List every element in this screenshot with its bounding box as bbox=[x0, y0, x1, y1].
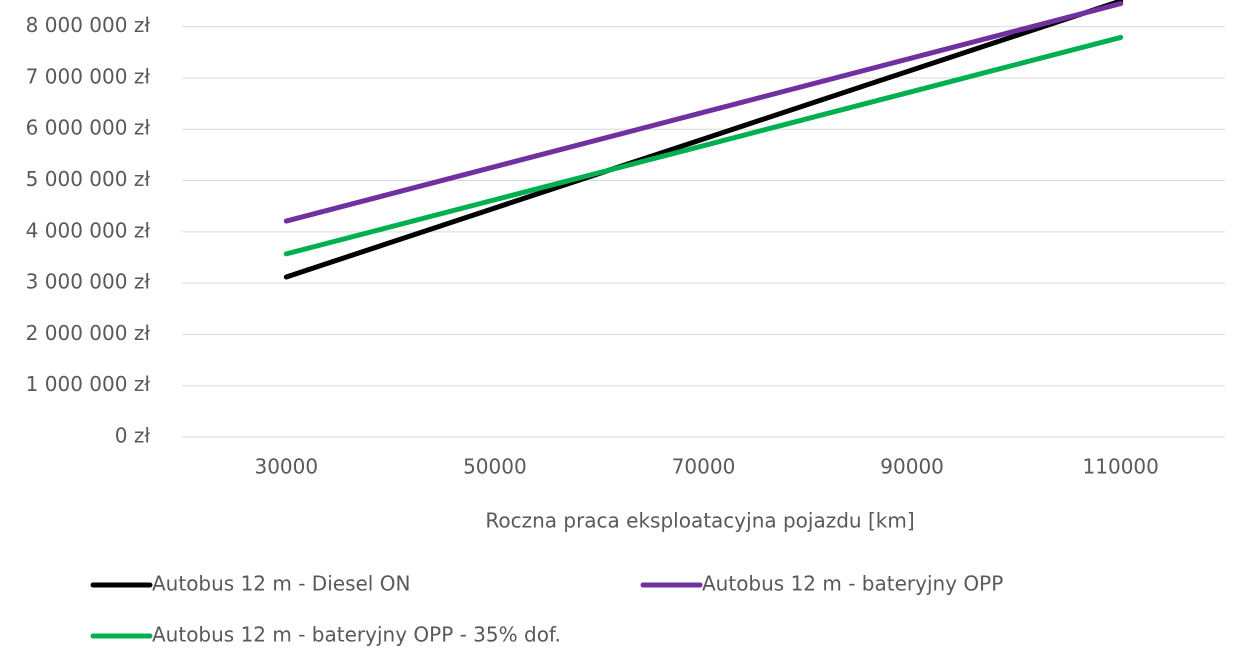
legend-label: Autobus 12 m - bateryjny OPP bbox=[702, 572, 1003, 596]
series-line bbox=[283, 1, 1124, 224]
y-tick-label: 3 000 000 zł bbox=[26, 270, 151, 294]
legend-label: Autobus 12 m - Diesel ON bbox=[152, 572, 410, 596]
y-tick-label: 0 zł bbox=[115, 424, 151, 448]
y-tick-label: 4 000 000 zł bbox=[26, 218, 151, 242]
x-tick-label: 90000 bbox=[880, 455, 944, 479]
x-tick-label: 50000 bbox=[463, 455, 527, 479]
x-tick-label: 110000 bbox=[1083, 455, 1159, 479]
y-tick-label: 5 000 000 zł bbox=[26, 167, 151, 191]
x-axis-title: Roczna praca eksploatacyjna pojazdu [km] bbox=[485, 509, 914, 533]
y-tick-label: 8 000 000 zł bbox=[26, 13, 151, 37]
series-line bbox=[283, 34, 1124, 257]
x-tick-label: 70000 bbox=[672, 455, 736, 479]
y-tick-label: 1 000 000 zł bbox=[26, 372, 151, 396]
y-tick-label: 2 000 000 zł bbox=[26, 321, 151, 345]
series-line bbox=[283, 0, 1124, 280]
legend-label: Autobus 12 m - bateryjny OPP - 35% dof. bbox=[152, 623, 561, 647]
y-tick-label: 7 000 000 zł bbox=[26, 64, 151, 88]
x-tick-label: 30000 bbox=[254, 455, 318, 479]
y-tick-label: 6 000 000 zł bbox=[26, 116, 151, 140]
